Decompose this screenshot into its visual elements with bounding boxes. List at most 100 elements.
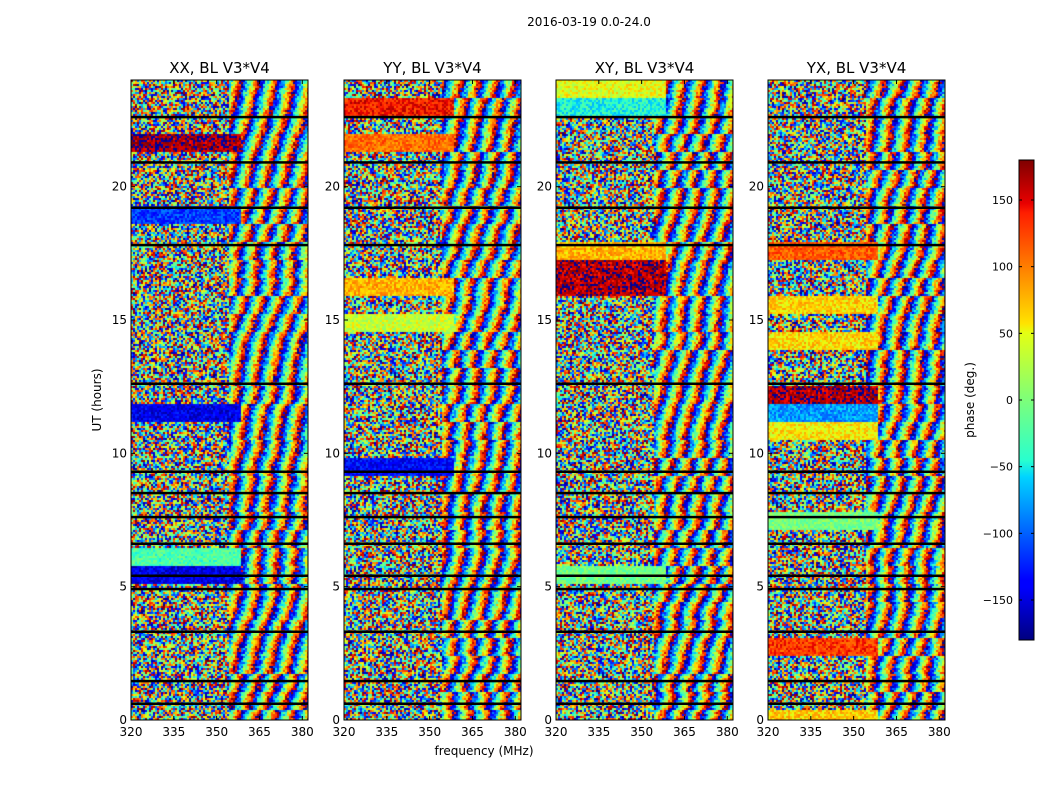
colorbar-tick-label: 100 (992, 261, 1013, 274)
flagged-row-10 (131, 382, 308, 385)
colorbar: 150 100 50 0 −50 −100 −150 phase (deg.) (963, 159, 1035, 641)
y-tick-label: 0 (544, 713, 552, 727)
panel-1: XX, BL V3*V4 320 335 350 365 380 0 5 10 15 20 (112, 59, 314, 739)
flagged-row-4 (556, 587, 733, 591)
y-tick-label: 5 (756, 580, 764, 594)
y-tick-label: 10 (537, 446, 552, 460)
y-tick-label: 10 (749, 446, 764, 460)
panel-2-frame (343, 79, 522, 721)
flagged-row-6 (131, 542, 308, 545)
flagged-row-9 (556, 470, 733, 473)
x-axis-label: frequency (MHz) (434, 744, 533, 758)
flagged-row-2 (344, 679, 521, 683)
colorbar-label: phase (deg.) (963, 362, 977, 438)
y-tick-label: 0 (756, 713, 764, 727)
x-tick-label: 350 (842, 725, 865, 739)
panel-4-heatmap (768, 80, 945, 720)
y-tick-label: 15 (537, 313, 552, 327)
panel-3-frame (555, 79, 734, 721)
panel-1-heatmap (131, 80, 308, 720)
flagged-row-10 (556, 382, 733, 385)
y-tick-label: 0 (332, 713, 340, 727)
y-tick-label: 10 (112, 446, 127, 460)
panel-3-title: XY, BL V3*V4 (595, 59, 695, 77)
x-tick-label: 335 (375, 725, 398, 739)
x-tick-label: 380 (716, 725, 739, 739)
phase-heatmap-image (556, 80, 733, 720)
flagged-row-2 (556, 679, 733, 683)
flagged-row-7 (768, 515, 945, 519)
y-tick-label: 15 (325, 313, 340, 327)
flagged-row-6 (768, 542, 945, 545)
flagged-row-9 (768, 470, 945, 473)
flagged-row-4 (131, 587, 308, 591)
x-tick-label: 350 (418, 725, 441, 739)
flagged-row-14 (344, 115, 521, 119)
phase-heatmap-image (131, 80, 308, 720)
x-tick-label: 380 (291, 725, 314, 739)
y-tick-label: 5 (332, 580, 340, 594)
panel-2-title: YY, BL V3*V4 (382, 59, 481, 77)
y-axis-label: UT (hours) (90, 368, 104, 431)
x-tick-label: 365 (461, 725, 484, 739)
flagged-row-12 (768, 206, 945, 209)
flagged-row-12 (131, 206, 308, 209)
colorbar-tick-label: 150 (992, 194, 1013, 207)
flagged-row-8 (344, 491, 521, 495)
x-tick-label: 320 (545, 725, 568, 739)
flagged-row-2 (131, 679, 308, 683)
y-tick-label: 5 (119, 580, 127, 594)
flagged-row-10 (768, 382, 945, 385)
x-tick-label: 365 (248, 725, 271, 739)
y-tick-label: 5 (544, 580, 552, 594)
x-tick-label: 365 (673, 725, 696, 739)
flagged-row-12 (556, 206, 733, 209)
colorbar-tick-label: −50 (990, 461, 1013, 474)
flagged-row-12 (344, 206, 521, 209)
flagged-row-9 (344, 470, 521, 473)
flagged-row-3 (556, 630, 733, 633)
panel-4: YX, BL V3*V4 320 335 350 365 380 0 5 10 15 20 (749, 59, 951, 739)
x-tick-label: 320 (757, 725, 780, 739)
flagged-row-7 (556, 515, 733, 519)
flagged-row-10 (344, 382, 521, 385)
flagged-row-1 (131, 702, 308, 705)
colorbar-ticks: 150 100 50 0 −50 −100 −150 (983, 194, 1034, 607)
flagged-row-6 (344, 542, 521, 545)
flagged-row-11 (131, 243, 308, 247)
flagged-row-14 (556, 115, 733, 119)
x-tick-label: 350 (630, 725, 653, 739)
panel-2-heatmap (344, 80, 521, 720)
flagged-row-3 (768, 630, 945, 633)
flagged-row-13 (344, 161, 521, 164)
panels: XX, BL V3*V4 320 335 350 365 380 0 5 10 15 20 YY, B… (112, 59, 951, 739)
x-tick-label: 335 (799, 725, 822, 739)
y-tick-label: 15 (749, 313, 764, 327)
panel-1-title: XX, BL V3*V4 (169, 59, 270, 77)
flagged-row-2 (768, 679, 945, 683)
panel-4-title: YX, BL V3*V4 (806, 59, 907, 77)
panel-2: YY, BL V3*V4 320 335 350 365 380 0 5 10 15 20 (325, 59, 527, 739)
flagged-row-13 (556, 161, 733, 164)
y-tick-label: 20 (749, 180, 764, 194)
flagged-row-1 (768, 702, 945, 705)
figure-suptitle: 2016-03-19 0.0-24.0 (527, 15, 651, 29)
y-tick-label: 10 (325, 446, 340, 460)
flagged-row-5 (344, 574, 521, 577)
flagged-row-3 (344, 630, 521, 633)
flagged-row-8 (556, 491, 733, 495)
flagged-row-4 (768, 587, 945, 591)
flagged-row-11 (556, 243, 733, 247)
flagged-row-9 (131, 470, 308, 473)
flagged-row-5 (131, 574, 308, 577)
panel-3-heatmap (556, 80, 733, 720)
x-tick-label: 335 (162, 725, 185, 739)
x-tick-label: 380 (504, 725, 527, 739)
flagged-row-8 (131, 491, 308, 495)
phase-heatmap-image (344, 80, 521, 720)
y-tick-label: 0 (119, 713, 127, 727)
y-tick-label: 20 (325, 180, 340, 194)
flagged-row-13 (768, 161, 945, 164)
x-tick-label: 335 (587, 725, 610, 739)
